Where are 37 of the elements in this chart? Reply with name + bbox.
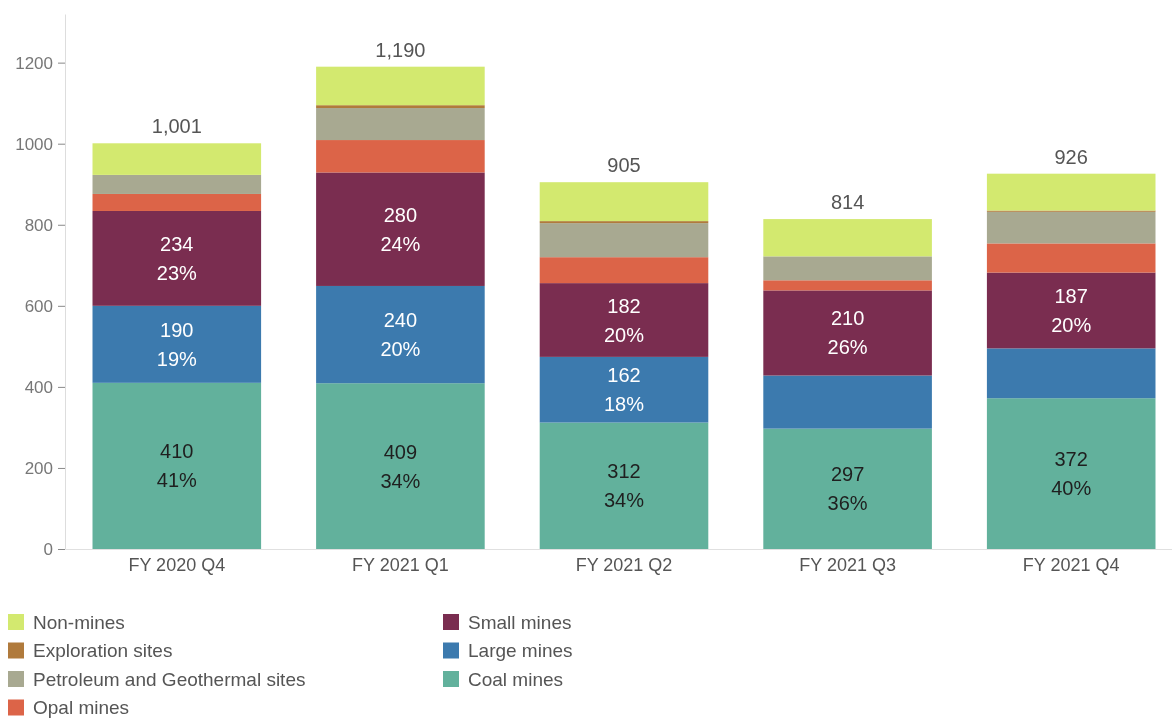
y-tick-label: 600: [24, 296, 53, 316]
data-label: 162 18%: [603, 364, 645, 416]
x-tick-label: FY 2021 Q1: [352, 554, 449, 575]
total-label: 1,001: [151, 115, 202, 138]
legend-label: Exploration sites: [33, 640, 173, 662]
total-label: 905: [607, 154, 641, 177]
y-tick-label: 1200: [15, 53, 53, 73]
data-label: 182 20%: [603, 294, 645, 346]
y-tick-label: 0: [43, 539, 53, 559]
y-tick-label: 200: [24, 458, 53, 478]
legend-label: Petroleum and Geothermal sites: [33, 668, 306, 690]
legend-label: Large mines: [468, 640, 573, 662]
legend-label: Non-mines: [33, 611, 125, 633]
data-label: 410 41%: [156, 440, 198, 492]
data-label: 190 19%: [156, 318, 198, 370]
data-label: 187 20%: [1051, 284, 1092, 336]
total-label: 1,190: [375, 38, 426, 61]
total-label: 926: [1054, 145, 1088, 168]
legend-label: Small mines: [468, 611, 572, 633]
y-tick-label: 1000: [15, 134, 53, 154]
x-tick-label: FY 2021 Q3: [799, 554, 896, 575]
legend-label: Opal mines: [33, 697, 130, 719]
legend-label: Coal mines: [468, 668, 564, 690]
data-label: 312 34%: [603, 460, 645, 512]
data-label: 234 23%: [156, 232, 198, 284]
data-label: 409 34%: [380, 440, 421, 492]
data-label: 210 26%: [827, 307, 868, 359]
data-label: 297 36%: [827, 463, 868, 515]
x-tick-label: FY 2020 Q4: [128, 554, 226, 575]
total-label: 814: [830, 191, 865, 214]
data-label: 280 24%: [380, 203, 421, 255]
x-tick-label: FY 2021 Q4: [1022, 554, 1120, 575]
data-label: 240 20%: [380, 309, 421, 361]
x-tick-label: FY 2021 Q2: [575, 554, 673, 575]
y-tick-label: 800: [24, 215, 53, 235]
y-tick-label: 400: [24, 377, 53, 397]
data-label: 372 40%: [1051, 448, 1092, 500]
